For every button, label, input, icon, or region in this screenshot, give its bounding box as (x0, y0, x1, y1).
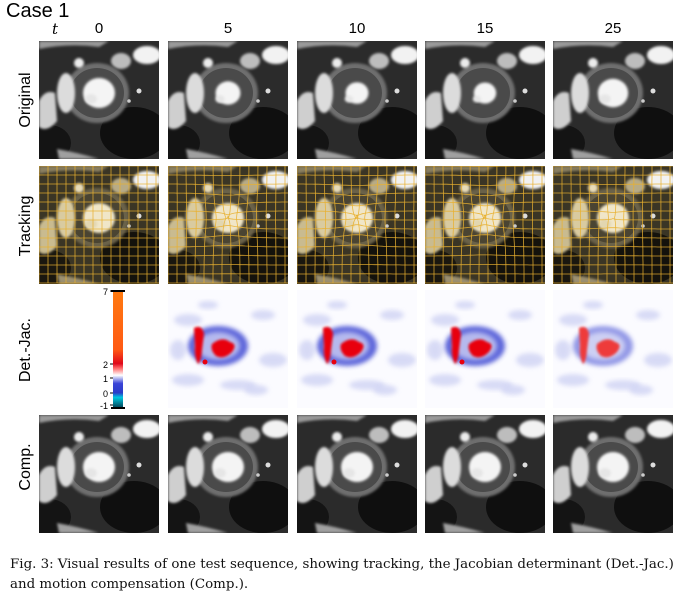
figure-caption: Fig. 3: Visual results of one test sequen… (10, 555, 675, 595)
colorbar-tick-label-4: -1 (100, 401, 108, 411)
colorbar: 7 2 1 0 -1 (100, 287, 125, 411)
panel-original-t15 (425, 41, 545, 159)
time-label-15: 15 (476, 20, 494, 37)
panel-tracking-t5 (168, 166, 288, 284)
time-axis-symbol: t (52, 20, 59, 38)
panel-tracking-t25 (553, 166, 673, 284)
panel-tracking-t0 (39, 166, 159, 284)
panel-det-jac-t5 (168, 290, 288, 408)
case-title: Case 1 (6, 0, 70, 22)
panel-det-jac-t10 (297, 290, 417, 408)
colorbar-tick-label-0: 7 (103, 287, 108, 297)
caption-text: Visual results of one test sequence, sho… (10, 557, 674, 592)
colorbar-tick-label-2: 1 (103, 374, 108, 384)
colorbar-gradient (113, 291, 123, 408)
panel-det-jac-t25 (553, 290, 673, 408)
panel-comp-t5 (168, 415, 288, 533)
panel-original-t10 (297, 41, 417, 159)
panel-original-t0 (39, 41, 159, 159)
time-label-25: 25 (604, 20, 622, 37)
panel-det-jac-t15 (425, 290, 545, 408)
panel-tracking-t10 (297, 166, 417, 284)
panel-comp-t0 (39, 415, 159, 533)
colorbar-tick-label-1: 2 (103, 360, 108, 370)
panel-original-t5 (168, 41, 288, 159)
time-label-5: 5 (223, 20, 233, 37)
panel-comp-t10 (297, 415, 417, 533)
time-label-10: 10 (348, 20, 366, 37)
caption-label: Fig. 3: (10, 557, 54, 572)
panel-comp-t15 (425, 415, 545, 533)
colorbar-tick-label-3: 0 (103, 389, 108, 399)
panel-original-t25 (553, 41, 673, 159)
panel-comp-t25 (553, 415, 673, 533)
panel-tracking-t15 (425, 166, 545, 284)
time-label-0: 0 (94, 20, 104, 37)
